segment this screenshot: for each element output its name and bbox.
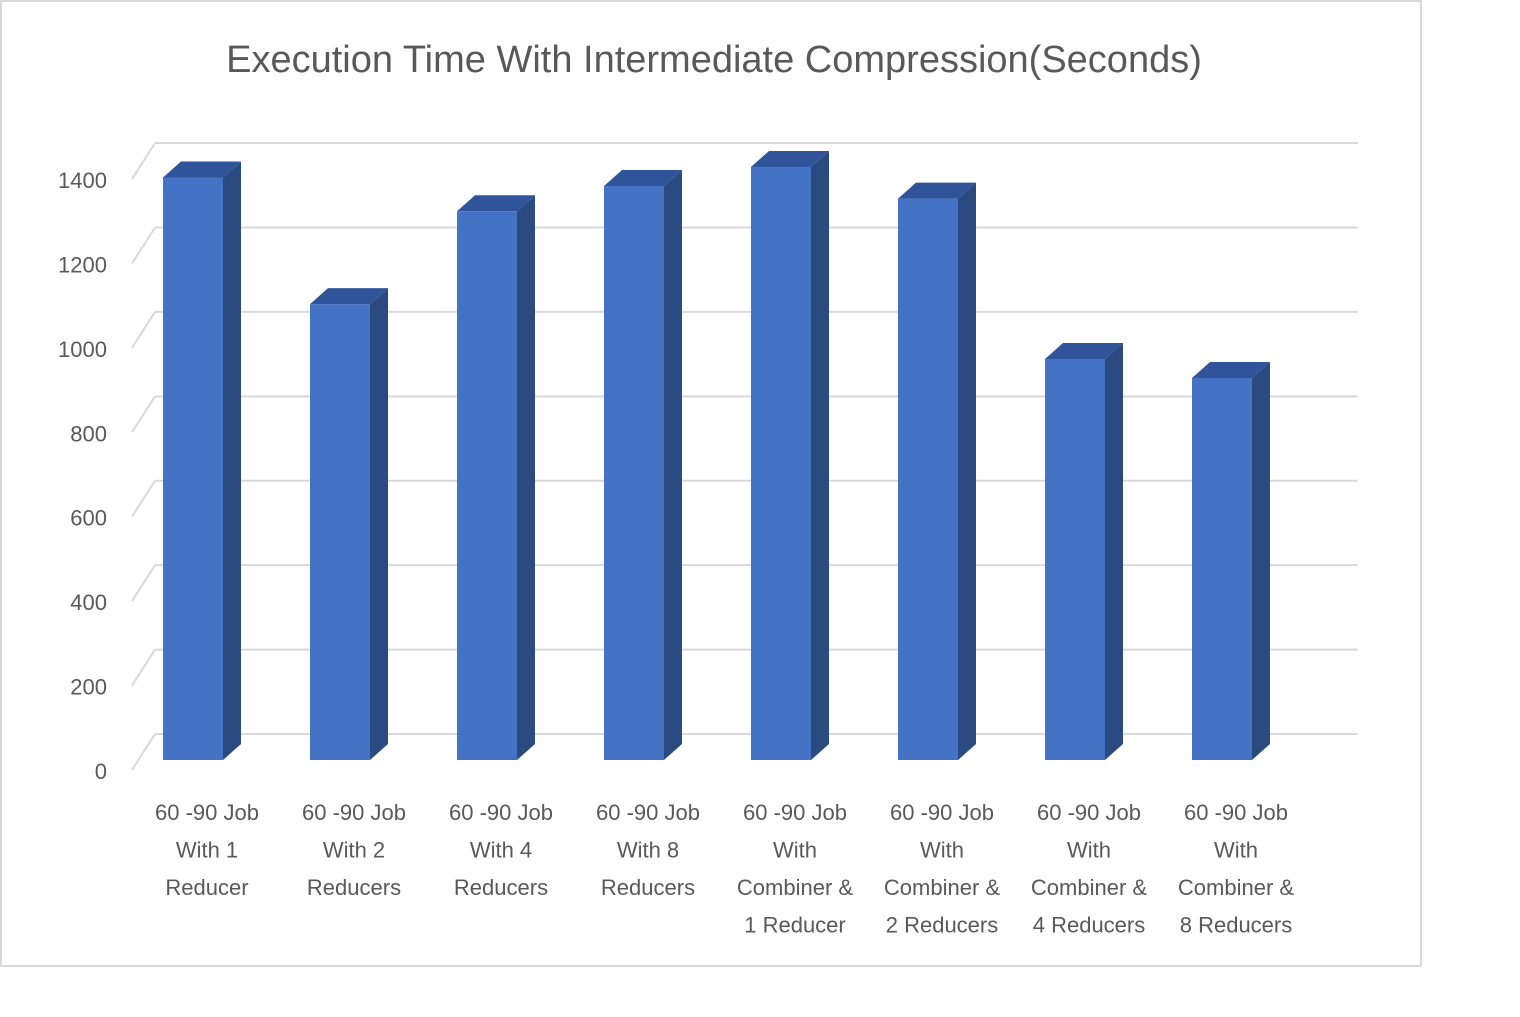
- x-category-label-line: Combiner &: [1178, 875, 1294, 900]
- x-category-label-line: Reducers: [601, 875, 695, 900]
- bar-top: [163, 161, 241, 178]
- bar-front: [457, 211, 517, 760]
- x-category-label: 60 -90 Job With Combiner & 8 Reducers: [1178, 800, 1294, 938]
- x-category-label-line: With 8: [617, 838, 679, 863]
- bar-side: [370, 288, 388, 760]
- chart-title: Execution Time With Intermediate Compres…: [226, 39, 1202, 81]
- bar-side: [517, 195, 535, 760]
- bar: [457, 195, 535, 760]
- y-tick-label: 1200: [58, 252, 107, 277]
- x-category-label-line: 60 -90 Job: [449, 800, 553, 825]
- x-category-label-line: With 2: [323, 838, 385, 863]
- gridline-diagonal: [131, 142, 156, 180]
- gridline-diagonal: [131, 564, 156, 602]
- y-tick-label: 400: [70, 590, 107, 615]
- chart-frame: Execution Time With Intermediate Compres…: [0, 0, 1422, 967]
- x-category-label-line: Combiner &: [884, 875, 1000, 900]
- gridline-diagonal: [131, 311, 156, 349]
- bar-front: [604, 185, 664, 761]
- x-category-label-line: Reducers: [307, 875, 401, 900]
- x-category-label: 60 -90 Job With Combiner & 4 Reducers: [1031, 800, 1147, 938]
- x-category-label: 60 -90 Job With Combiner & 2 Reducers: [884, 800, 1000, 938]
- x-category-label-line: Combiner &: [1031, 875, 1147, 900]
- bar-top: [604, 169, 682, 186]
- y-tick-label: 1000: [58, 337, 107, 362]
- bar: [1045, 343, 1123, 760]
- y-tick-label: 800: [70, 421, 107, 446]
- gridline-diagonal: [131, 649, 156, 687]
- gridline-diagonal: [131, 480, 156, 518]
- bar-side: [811, 150, 829, 761]
- bar-front: [751, 166, 811, 761]
- x-category-label-line: 60 -90 Job: [1184, 800, 1288, 825]
- x-category-label-line: With: [920, 838, 964, 863]
- y-tick-label: 1400: [58, 168, 107, 193]
- bar: [1192, 361, 1270, 760]
- x-category-label-line: With: [1214, 838, 1258, 863]
- gridline-diagonal: [131, 226, 156, 265]
- bar-front: [1192, 377, 1252, 760]
- y-tick-label: 600: [70, 506, 107, 531]
- bar: [604, 169, 682, 761]
- x-category-label-line: 1 Reducer: [744, 913, 846, 938]
- x-category-label-line: 8 Reducers: [1180, 913, 1293, 938]
- x-category-label: 60 -90 Job With Combiner & 1 Reducer: [737, 800, 853, 938]
- x-category-label-line: 60 -90 Job: [1037, 800, 1141, 825]
- bar: [898, 182, 976, 760]
- x-category-label-line: 60 -90 Job: [155, 800, 259, 825]
- bar-chart: Execution Time With Intermediate Compres…: [58, 39, 1358, 938]
- bar-top: [310, 288, 388, 305]
- bar-front: [163, 177, 223, 760]
- y-tick-label: 0: [95, 759, 107, 784]
- bar-side: [664, 169, 682, 761]
- bar-top: [751, 150, 829, 167]
- x-category-label-line: 60 -90 Job: [890, 800, 994, 825]
- x-category-label-line: Reducers: [454, 875, 548, 900]
- bar-side: [223, 161, 241, 760]
- bar: [310, 288, 388, 760]
- x-axis-category-labels: 60 -90 Job With 1 Reducer 60 -90 Job With 2 R…: [155, 800, 1294, 938]
- bar-top: [1192, 361, 1270, 378]
- bar: [751, 150, 829, 761]
- bar-top: [1045, 343, 1123, 360]
- x-category-label-line: With 1: [176, 838, 238, 863]
- x-category-label-line: 2 Reducers: [886, 913, 999, 938]
- x-category-label-line: With: [1067, 838, 1111, 863]
- bar-side: [1105, 343, 1123, 760]
- x-category-label-line: 4 Reducers: [1033, 913, 1146, 938]
- bar-top: [457, 195, 535, 212]
- bar-front: [898, 198, 958, 760]
- bar: [163, 161, 241, 760]
- x-category-label: 60 -90 Job With 4 Reducers: [449, 800, 553, 900]
- x-category-label: 60 -90 Job With 1 Reducer: [155, 800, 259, 900]
- gridline-diagonal: [131, 733, 156, 771]
- bar-side: [1252, 361, 1270, 760]
- bar-top: [898, 182, 976, 199]
- bar-front: [310, 304, 370, 760]
- gridline-diagonal: [131, 395, 156, 433]
- x-category-label-line: With: [773, 838, 817, 863]
- x-category-label-line: 60 -90 Job: [302, 800, 406, 825]
- y-axis-tick-labels: 0 200 400 600 800 1000 1200 1400: [58, 168, 107, 784]
- bar-side: [958, 182, 976, 760]
- x-category-label-line: Reducer: [165, 875, 248, 900]
- x-category-label-line: 60 -90 Job: [743, 800, 847, 825]
- x-category-label: 60 -90 Job With 8 Reducers: [596, 800, 700, 900]
- x-category-label: 60 -90 Job With 2 Reducers: [302, 800, 406, 900]
- x-category-label-line: Combiner &: [737, 875, 853, 900]
- y-tick-label: 200: [70, 675, 107, 700]
- x-category-label-line: 60 -90 Job: [596, 800, 700, 825]
- x-category-label-line: With 4: [470, 838, 532, 863]
- bar-front: [1045, 359, 1105, 760]
- bars: [163, 150, 1270, 761]
